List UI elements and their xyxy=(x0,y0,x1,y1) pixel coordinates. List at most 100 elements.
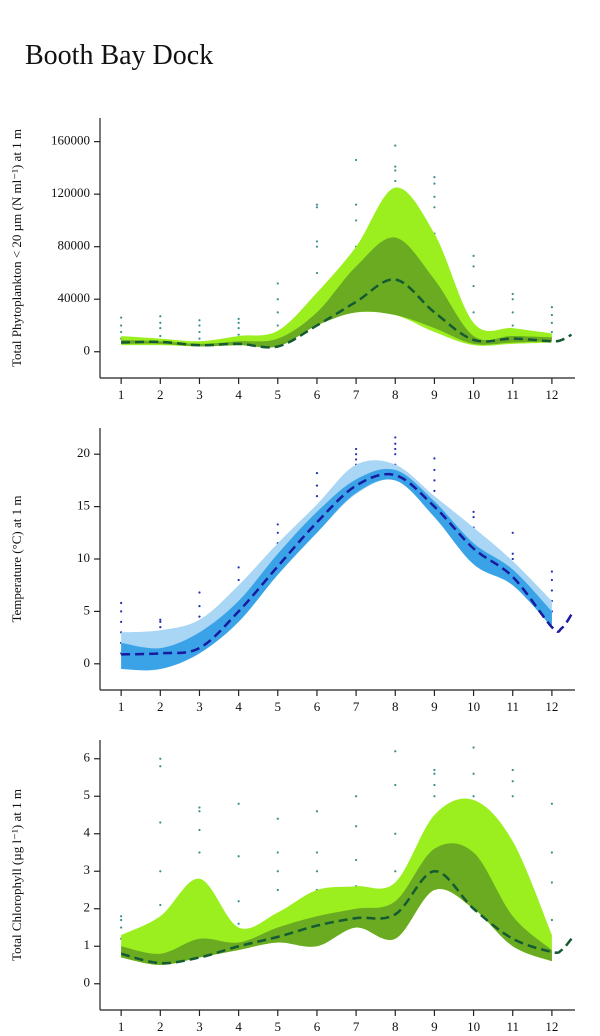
observation xyxy=(550,918,553,922)
observation xyxy=(433,457,436,460)
observation xyxy=(237,855,240,858)
x-tick-label: 7 xyxy=(353,699,360,714)
observation xyxy=(394,442,397,445)
observation xyxy=(433,489,436,492)
observation xyxy=(276,870,279,873)
x-tick-label: 12 xyxy=(545,1019,558,1034)
observation xyxy=(511,552,514,555)
x-tick-label: 9 xyxy=(431,699,438,714)
observation xyxy=(315,471,319,475)
x-tick-label: 1 xyxy=(118,387,125,402)
observation xyxy=(237,566,240,569)
observation xyxy=(550,305,553,309)
observation xyxy=(315,271,319,275)
observation xyxy=(472,510,475,513)
observation xyxy=(472,795,475,798)
observation xyxy=(550,321,553,324)
observation xyxy=(315,810,319,813)
observation xyxy=(355,219,358,222)
observation xyxy=(159,870,162,873)
observation xyxy=(550,570,553,573)
x-tick-label: 3 xyxy=(196,1019,203,1034)
y-tick-label: 0 xyxy=(84,343,91,358)
observation xyxy=(198,330,201,334)
observation xyxy=(276,851,279,854)
observation xyxy=(276,324,279,327)
x-tick-label: 4 xyxy=(235,1019,242,1034)
y-axis-label: Temperature (°C) at 1 m xyxy=(9,495,24,622)
observation xyxy=(159,620,162,623)
observation xyxy=(315,495,319,498)
observation xyxy=(550,802,553,805)
observation xyxy=(198,851,201,854)
x-tick-label: 6 xyxy=(314,699,321,714)
observation xyxy=(159,626,162,629)
x-tick-label: 1 xyxy=(118,1019,125,1034)
median-line xyxy=(121,278,573,349)
observation xyxy=(355,458,358,461)
observation xyxy=(120,610,123,613)
observation xyxy=(472,254,475,257)
observation xyxy=(276,888,279,892)
observation xyxy=(237,333,240,336)
x-tick-label: 9 xyxy=(431,387,438,402)
observation xyxy=(433,206,436,209)
y-tick-label: 120000 xyxy=(51,185,90,200)
y-tick-label: 3 xyxy=(84,862,91,877)
observation xyxy=(433,479,436,482)
observation xyxy=(159,821,162,824)
observation xyxy=(472,284,475,288)
x-tick-label: 11 xyxy=(506,699,519,714)
observation xyxy=(511,324,514,327)
observation xyxy=(276,531,279,534)
observation xyxy=(159,765,162,768)
observation xyxy=(315,484,319,487)
observation xyxy=(198,319,201,322)
observation xyxy=(198,615,201,618)
x-tick-label: 3 xyxy=(196,387,203,402)
observation xyxy=(550,851,553,854)
observation xyxy=(550,578,553,582)
observation xyxy=(198,324,201,327)
observation xyxy=(120,926,123,929)
observation xyxy=(472,265,475,268)
observation xyxy=(315,203,319,206)
observation xyxy=(355,825,358,828)
y-tick-label: 40000 xyxy=(58,290,91,305)
x-tick-label: 3 xyxy=(196,699,203,714)
x-tick-label: 6 xyxy=(314,1019,321,1034)
observation xyxy=(394,436,397,439)
x-tick-label: 8 xyxy=(392,699,399,714)
observation xyxy=(355,858,358,862)
observation xyxy=(159,334,162,338)
observation xyxy=(198,810,201,813)
observation xyxy=(276,311,279,314)
y-tick-label: 1 xyxy=(84,937,91,952)
x-tick-label: 10 xyxy=(467,387,480,402)
x-tick-label: 4 xyxy=(235,699,242,714)
observation xyxy=(394,447,397,451)
x-tick-label: 2 xyxy=(157,387,164,402)
observation xyxy=(433,795,436,798)
observation xyxy=(394,783,397,787)
observation xyxy=(120,918,123,922)
observation xyxy=(315,870,319,873)
band xyxy=(121,468,552,671)
observation xyxy=(355,158,358,162)
observation xyxy=(511,557,514,561)
page-title: Booth Bay Dock xyxy=(25,40,213,71)
observation xyxy=(237,802,240,805)
band xyxy=(121,798,552,965)
observation xyxy=(276,817,279,820)
observation xyxy=(198,591,201,594)
observation xyxy=(433,182,436,185)
band xyxy=(121,187,552,347)
observation xyxy=(159,327,162,330)
observation xyxy=(550,330,553,334)
observation xyxy=(159,315,162,318)
y-tick-label: 20 xyxy=(77,445,90,460)
x-tick-label: 7 xyxy=(353,387,360,402)
x-tick-label: 12 xyxy=(545,699,558,714)
